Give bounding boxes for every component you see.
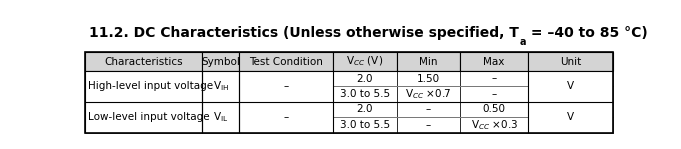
Bar	[202, 117, 239, 133]
Text: –: –	[492, 73, 496, 83]
Bar	[528, 52, 613, 71]
Text: Min: Min	[419, 56, 437, 67]
Bar	[460, 86, 528, 102]
Bar	[333, 102, 396, 117]
Bar	[528, 71, 613, 102]
Text: 2.0: 2.0	[357, 73, 373, 83]
Bar	[460, 52, 528, 71]
Bar	[85, 102, 202, 133]
Text: V$_{CC}$ (V): V$_{CC}$ (V)	[346, 55, 383, 68]
Bar	[202, 102, 239, 117]
Bar	[396, 102, 460, 117]
Text: a: a	[519, 37, 526, 47]
Text: –: –	[492, 89, 496, 99]
Bar	[528, 102, 613, 117]
Text: Test Condition: Test Condition	[249, 56, 323, 67]
Bar	[396, 52, 460, 71]
Text: = –40 to 85 °C): = –40 to 85 °C)	[526, 26, 648, 40]
Text: V$_{\rm IH}$: V$_{\rm IH}$	[212, 79, 229, 93]
Bar	[239, 117, 333, 133]
Bar	[460, 71, 528, 86]
Bar	[85, 52, 202, 71]
Text: V$_{\rm IL}$: V$_{\rm IL}$	[213, 110, 228, 124]
Text: 11.2. DC Characteristics (Unless otherwise specified, T: 11.2. DC Characteristics (Unless otherwi…	[89, 26, 519, 40]
Text: 3.0 to 5.5: 3.0 to 5.5	[340, 89, 390, 99]
Bar	[460, 102, 528, 117]
Bar	[85, 117, 202, 133]
Text: Symbol: Symbol	[202, 56, 240, 67]
Bar	[202, 86, 239, 102]
Text: V: V	[567, 112, 574, 122]
Bar	[396, 86, 460, 102]
Bar	[333, 117, 396, 133]
Text: V$_{CC}$ ×0.7: V$_{CC}$ ×0.7	[405, 87, 452, 101]
Text: –: –	[283, 112, 289, 122]
Text: –: –	[283, 81, 289, 91]
Bar	[85, 52, 613, 133]
Bar	[85, 102, 202, 117]
Bar	[528, 86, 613, 102]
Bar	[202, 71, 239, 102]
Bar	[396, 71, 460, 86]
Bar	[85, 86, 202, 102]
Bar	[396, 117, 460, 133]
Bar	[460, 117, 528, 133]
Text: –: –	[426, 120, 431, 130]
Text: 0.50: 0.50	[483, 104, 506, 114]
Text: V: V	[567, 81, 574, 91]
Bar	[333, 52, 396, 71]
Text: –: –	[426, 104, 431, 114]
Bar	[528, 117, 613, 133]
Bar	[239, 86, 333, 102]
Bar	[239, 71, 333, 102]
Bar	[528, 102, 613, 133]
Bar	[333, 71, 396, 86]
Bar	[85, 71, 202, 102]
Text: Low-level input voltage: Low-level input voltage	[88, 112, 209, 122]
Text: Max: Max	[484, 56, 505, 67]
Bar	[239, 102, 333, 133]
Bar	[239, 52, 333, 71]
Bar	[239, 71, 333, 86]
Bar	[202, 102, 239, 133]
Text: High-level input voltage: High-level input voltage	[88, 81, 213, 91]
Text: Characteristics: Characteristics	[104, 56, 183, 67]
Bar	[239, 102, 333, 117]
Bar	[528, 71, 613, 86]
Bar	[202, 52, 239, 71]
Text: 3.0 to 5.5: 3.0 to 5.5	[340, 120, 390, 130]
Text: V$_{CC}$ ×0.3: V$_{CC}$ ×0.3	[471, 118, 518, 132]
Bar	[202, 71, 239, 86]
Text: Unit: Unit	[560, 56, 582, 67]
Text: 1.50: 1.50	[417, 73, 440, 83]
Bar	[85, 71, 202, 86]
Bar	[333, 86, 396, 102]
Text: 2.0: 2.0	[357, 104, 373, 114]
